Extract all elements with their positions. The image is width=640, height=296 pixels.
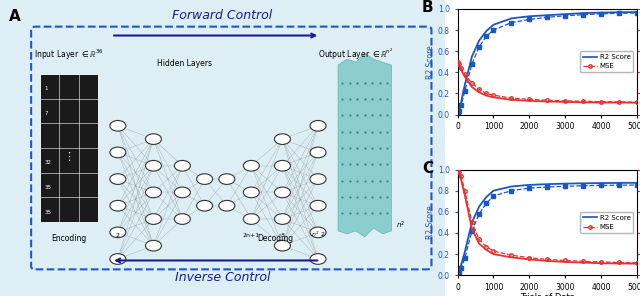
- Text: Input Layer $\in \mathbb{R}^{36}$: Input Layer $\in \mathbb{R}^{36}$: [34, 48, 104, 62]
- Text: $n^2$: $n^2$: [396, 220, 405, 231]
- Circle shape: [310, 227, 326, 238]
- Circle shape: [110, 120, 126, 131]
- Circle shape: [310, 200, 326, 211]
- Circle shape: [243, 214, 259, 224]
- Text: 2: 2: [116, 233, 120, 238]
- Bar: [40, 74, 98, 222]
- Circle shape: [275, 160, 291, 171]
- Text: Inverse Control: Inverse Control: [175, 271, 270, 284]
- Circle shape: [145, 187, 161, 198]
- Legend: R2 Score, MSE: R2 Score, MSE: [580, 212, 634, 233]
- Circle shape: [310, 147, 326, 158]
- Circle shape: [243, 187, 259, 198]
- Circle shape: [110, 147, 126, 158]
- Circle shape: [310, 174, 326, 184]
- Circle shape: [145, 134, 161, 144]
- Text: Hidden Layers: Hidden Layers: [157, 59, 212, 68]
- Text: Forward Control: Forward Control: [172, 9, 273, 22]
- Text: 3: 3: [280, 233, 284, 238]
- Circle shape: [145, 214, 161, 224]
- Text: Output Layer $\in \mathbb{R}^{n^2}$: Output Layer $\in \mathbb{R}^{n^2}$: [318, 47, 394, 62]
- Text: ⋮: ⋮: [63, 152, 74, 162]
- Y-axis label: R2 Score: R2 Score: [426, 45, 435, 79]
- Circle shape: [196, 174, 212, 184]
- Text: 35: 35: [44, 210, 51, 215]
- Circle shape: [174, 214, 190, 224]
- Text: 2n+1: 2n+1: [243, 233, 260, 238]
- Circle shape: [145, 240, 161, 251]
- Text: A: A: [9, 9, 20, 24]
- Circle shape: [110, 254, 126, 264]
- Text: 1: 1: [44, 86, 48, 91]
- Circle shape: [219, 200, 235, 211]
- Circle shape: [310, 254, 326, 264]
- Text: $n^2$ 2: $n^2$ 2: [311, 230, 325, 239]
- Circle shape: [145, 160, 161, 171]
- X-axis label: Trials of Data: Trials of Data: [520, 293, 575, 296]
- Circle shape: [110, 174, 126, 184]
- Circle shape: [275, 240, 291, 251]
- Text: C: C: [422, 161, 433, 176]
- Text: 7: 7: [44, 111, 48, 116]
- Y-axis label: R2 Score: R2 Score: [426, 205, 435, 239]
- Circle shape: [310, 120, 326, 131]
- Circle shape: [219, 174, 235, 184]
- Circle shape: [275, 187, 291, 198]
- Circle shape: [275, 134, 291, 144]
- Circle shape: [275, 214, 291, 224]
- Circle shape: [174, 160, 190, 171]
- Legend: R2 Score, MSE: R2 Score, MSE: [580, 51, 634, 72]
- Circle shape: [196, 200, 212, 211]
- Text: 35: 35: [44, 185, 51, 190]
- Circle shape: [110, 200, 126, 211]
- Circle shape: [110, 227, 126, 238]
- Circle shape: [174, 187, 190, 198]
- PathPatch shape: [338, 53, 392, 237]
- Text: Decoding: Decoding: [258, 234, 294, 243]
- Text: 32: 32: [44, 160, 51, 165]
- Text: B: B: [422, 0, 433, 15]
- Circle shape: [243, 160, 259, 171]
- Text: Encoding: Encoding: [51, 234, 86, 243]
